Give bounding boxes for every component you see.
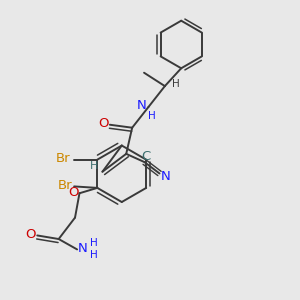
Text: C: C [141,150,150,163]
Text: Br: Br [56,152,70,165]
Text: O: O [26,228,36,241]
Text: N: N [78,242,87,255]
Text: N: N [160,170,170,183]
Text: H: H [172,79,180,89]
Text: N: N [137,99,147,112]
Text: H: H [148,111,156,121]
Text: H: H [90,238,97,248]
Text: O: O [68,186,79,199]
Text: O: O [98,117,109,130]
Text: Br: Br [57,179,72,192]
Text: H: H [90,161,98,171]
Text: H: H [90,250,98,260]
